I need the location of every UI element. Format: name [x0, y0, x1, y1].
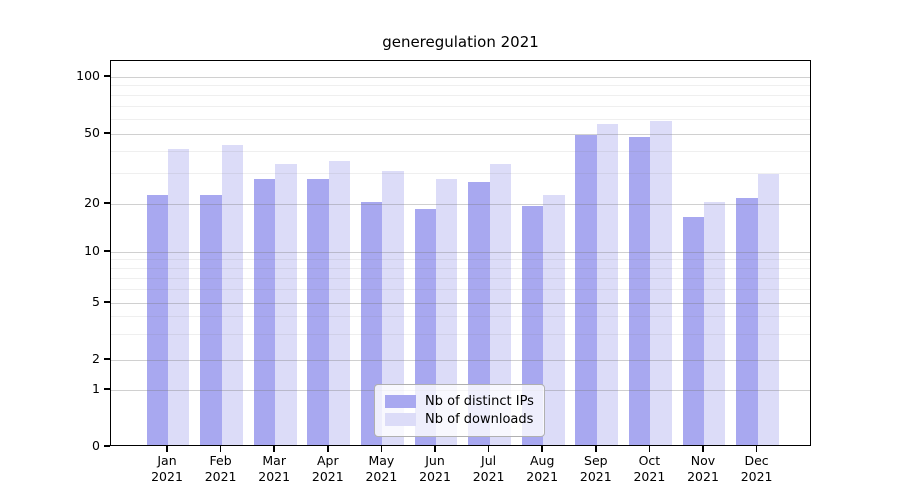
- xtick-label-dec: Dec 2021: [740, 453, 773, 484]
- bar-distinct-ips-dec: [736, 198, 758, 445]
- xtick-label-feb: Feb 2021: [204, 453, 237, 484]
- xtick-mark-oct: [648, 446, 651, 452]
- xtick-mark-jul: [487, 446, 490, 452]
- xtick-mark-may: [380, 446, 383, 452]
- xtick-label-oct: Oct 2021: [633, 453, 666, 484]
- legend-label-distinct-ips: Nb of distinct IPs: [425, 394, 534, 409]
- ytick-label-1: 1: [92, 381, 100, 396]
- bar-distinct-ips-oct: [629, 136, 651, 445]
- bar-downloads-jan: [168, 149, 190, 445]
- xtick-mark-aug: [541, 446, 543, 452]
- bar-downloads-jul: [489, 163, 511, 445]
- ytick-mark-0: [104, 445, 110, 447]
- legend-swatch-downloads: [385, 413, 416, 426]
- legend-item-distinct-ips: Nb of distinct IPs: [385, 394, 534, 409]
- gridline-100: [111, 76, 810, 78]
- bar-distinct-ips-feb: [200, 194, 222, 445]
- ytick-label-5: 5: [92, 294, 100, 309]
- xtick-mark-mar: [273, 446, 275, 452]
- legend-label-downloads: Nb of downloads: [425, 412, 534, 427]
- xtick-label-jun: Jun 2021: [419, 453, 451, 484]
- bar-downloads-feb: [221, 145, 243, 445]
- ytick-mark-5: [104, 301, 110, 303]
- bar-distinct-ips-nov: [682, 217, 704, 445]
- ytick-mark-50: [104, 132, 110, 134]
- legend-swatch-distinct-ips: [385, 395, 416, 408]
- gridline-70: [111, 105, 810, 107]
- bar-downloads-sep: [596, 124, 619, 445]
- xtick-label-jan: Jan 2021: [151, 453, 183, 484]
- bar-downloads-jun: [436, 179, 458, 445]
- plot-area: Nb of distinct IPs Nb of downloads: [110, 60, 811, 446]
- gridline-90: [111, 85, 810, 87]
- gridline-40: [111, 150, 810, 152]
- xtick-mark-sep: [595, 446, 597, 452]
- bar-downloads-dec: [757, 173, 779, 445]
- xtick-mark-nov: [702, 446, 704, 452]
- bar-downloads-oct: [650, 121, 672, 445]
- bar-downloads-mar: [275, 163, 297, 445]
- xtick-label-jul: Jul 2021: [472, 453, 505, 484]
- xtick-mark-jan: [166, 446, 168, 452]
- xtick-mark-jun: [434, 446, 436, 452]
- ytick-label-0: 0: [92, 438, 100, 453]
- xtick-label-nov: Nov 2021: [687, 453, 719, 484]
- bar-downloads-may: [382, 171, 404, 445]
- bar-distinct-ips-apr: [307, 179, 329, 445]
- xtick-label-aug: Aug 2021: [526, 453, 559, 484]
- chart-title: generegulation 2021: [382, 33, 539, 51]
- xtick-label-sep: Sep 2021: [579, 453, 612, 484]
- bar-distinct-ips-sep: [575, 135, 597, 445]
- bar-distinct-ips-jan: [146, 194, 168, 445]
- bar-distinct-ips-jul: [468, 181, 490, 445]
- xtick-mark-feb: [219, 446, 222, 452]
- ytick-label-20: 20: [84, 195, 100, 210]
- ytick-label-2: 2: [92, 351, 100, 366]
- ytick-label-50: 50: [84, 125, 100, 140]
- gridline-80: [111, 94, 810, 96]
- xtick-label-may: May 2021: [365, 453, 398, 484]
- bar-downloads-apr: [328, 161, 351, 445]
- legend-item-downloads: Nb of downloads: [385, 412, 534, 427]
- bar-downloads-aug: [543, 194, 565, 445]
- ytick-label-10: 10: [84, 243, 100, 258]
- xtick-label-mar: Mar 2021: [258, 453, 291, 484]
- gridline-30: [111, 172, 810, 174]
- gridline-50: [111, 133, 810, 135]
- xtick-mark-dec: [755, 446, 758, 452]
- bar-downloads-nov: [704, 202, 726, 445]
- ytick-mark-2: [104, 358, 110, 360]
- ytick-mark-100: [104, 75, 110, 77]
- ytick-mark-10: [104, 250, 110, 252]
- legend: Nb of distinct IPs Nb of downloads: [374, 384, 545, 437]
- gridline-60: [111, 118, 810, 120]
- ytick-mark-1: [104, 388, 110, 390]
- xtick-mark-apr: [327, 446, 329, 452]
- ytick-label-100: 100: [76, 68, 100, 83]
- bar-distinct-ips-mar: [253, 179, 276, 445]
- xtick-label-apr: Apr 2021: [311, 453, 344, 484]
- ytick-mark-20: [104, 202, 110, 204]
